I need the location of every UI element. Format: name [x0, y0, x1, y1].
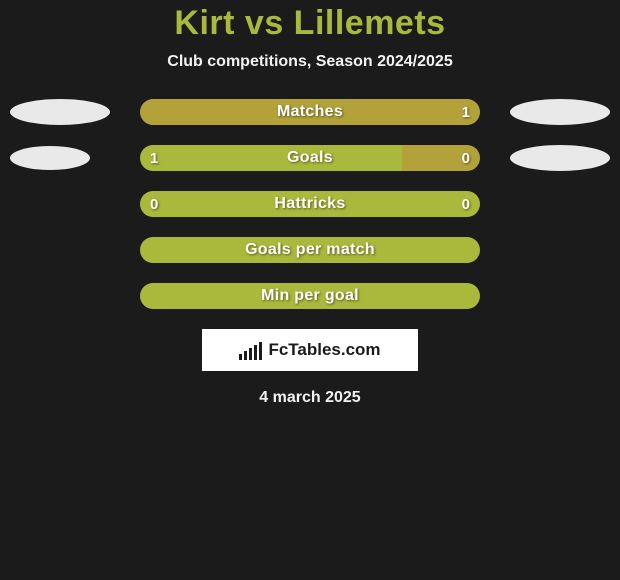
stat-bar: Goals per match	[140, 237, 480, 263]
stat-rows: Matches1Goals10Hattricks00Goals per matc…	[0, 99, 620, 309]
brand-bars-icon	[239, 340, 262, 360]
stat-bar: Matches1	[140, 99, 480, 125]
player-right-oval	[510, 99, 610, 125]
stat-label: Min per goal	[140, 283, 480, 309]
stat-bar: Min per goal	[140, 283, 480, 309]
stat-label: Matches	[140, 99, 480, 125]
stat-label: Goals per match	[140, 237, 480, 263]
stat-bar: Goals1 0	[140, 145, 480, 171]
brand-badge: FcTables.com	[202, 329, 418, 371]
stat-value-right: 0	[452, 145, 480, 171]
stat-value-left: 1	[140, 145, 168, 171]
player-left-oval	[10, 99, 110, 125]
player-right-oval	[510, 145, 610, 171]
stat-label: Goals	[140, 145, 480, 171]
footer-date: 4 march 2025	[259, 389, 360, 407]
page-title: Kirt vs Lillemets	[174, 4, 445, 43]
stat-row: Min per goal	[0, 283, 620, 309]
stat-row: Matches1	[0, 99, 620, 125]
stat-value-left: 0	[140, 191, 168, 217]
player-left-oval	[10, 146, 90, 170]
stat-row: Goals per match	[0, 237, 620, 263]
comparison-card: Kirt vs Lillemets Club competitions, Sea…	[0, 0, 620, 580]
stat-value-right: 0	[452, 191, 480, 217]
brand-text: FcTables.com	[268, 340, 380, 360]
page-subtitle: Club competitions, Season 2024/2025	[167, 53, 452, 71]
stat-row: Hattricks0 0	[0, 191, 620, 217]
stat-value-right: 1	[452, 99, 480, 125]
stat-bar: Hattricks0 0	[140, 191, 480, 217]
stat-label: Hattricks	[140, 191, 480, 217]
stat-row: Goals1 0	[0, 145, 620, 171]
